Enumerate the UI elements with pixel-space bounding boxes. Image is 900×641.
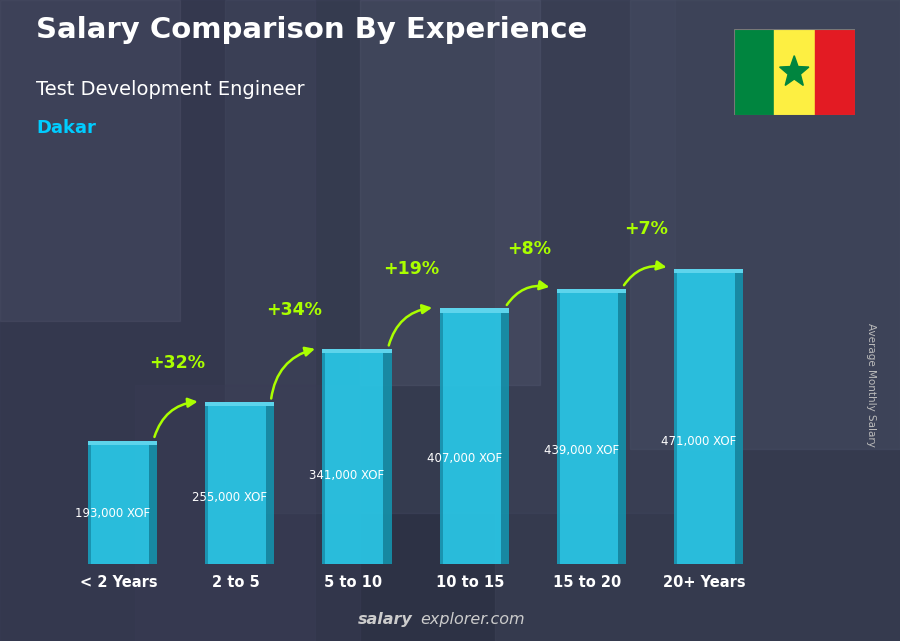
Text: salary: salary [358, 612, 412, 627]
Text: 255,000 XOF: 255,000 XOF [193, 492, 267, 504]
Text: +7%: +7% [624, 221, 668, 238]
Bar [383, 353, 392, 564]
Bar [0, 0, 315, 641]
Text: Test Development Engineer: Test Development Engineer [36, 80, 304, 99]
Bar [630, 0, 900, 449]
Bar [360, 0, 540, 385]
Bar [205, 406, 266, 564]
Bar [322, 353, 325, 564]
Bar [88, 445, 91, 564]
Bar [88, 440, 158, 445]
Bar [557, 293, 617, 564]
Bar [735, 273, 743, 564]
Bar [322, 349, 392, 353]
Text: 407,000 XOF: 407,000 XOF [427, 452, 502, 465]
Bar [205, 403, 274, 406]
Text: +32%: +32% [149, 354, 205, 372]
Bar [674, 273, 735, 564]
Bar [439, 308, 508, 313]
Bar [674, 273, 677, 564]
Bar [500, 313, 508, 564]
Bar [225, 0, 675, 513]
Text: 193,000 XOF: 193,000 XOF [75, 508, 150, 520]
Text: 471,000 XOF: 471,000 XOF [661, 435, 736, 448]
Bar [557, 293, 560, 564]
Bar [322, 353, 383, 564]
Text: explorer.com: explorer.com [420, 612, 525, 627]
Bar [734, 29, 774, 115]
Polygon shape [779, 56, 809, 85]
Bar [774, 29, 814, 115]
Bar [439, 313, 500, 564]
Text: Average Monthly Salary: Average Monthly Salary [866, 322, 877, 447]
Bar [135, 385, 360, 641]
Text: Dakar: Dakar [36, 119, 96, 137]
Bar [88, 445, 148, 564]
Bar [557, 288, 626, 293]
Text: Salary Comparison By Experience: Salary Comparison By Experience [36, 16, 587, 44]
Text: +19%: +19% [383, 260, 439, 278]
Bar [495, 0, 900, 641]
Text: 439,000 XOF: 439,000 XOF [544, 444, 619, 456]
Text: +8%: +8% [507, 240, 551, 258]
Bar [814, 29, 855, 115]
Bar [674, 269, 743, 273]
Bar [205, 406, 208, 564]
Bar [0, 0, 180, 320]
Bar [266, 406, 274, 564]
Text: 341,000 XOF: 341,000 XOF [310, 469, 384, 482]
Bar [617, 293, 626, 564]
Bar [148, 445, 157, 564]
Text: +34%: +34% [266, 301, 322, 319]
Bar [439, 313, 443, 564]
